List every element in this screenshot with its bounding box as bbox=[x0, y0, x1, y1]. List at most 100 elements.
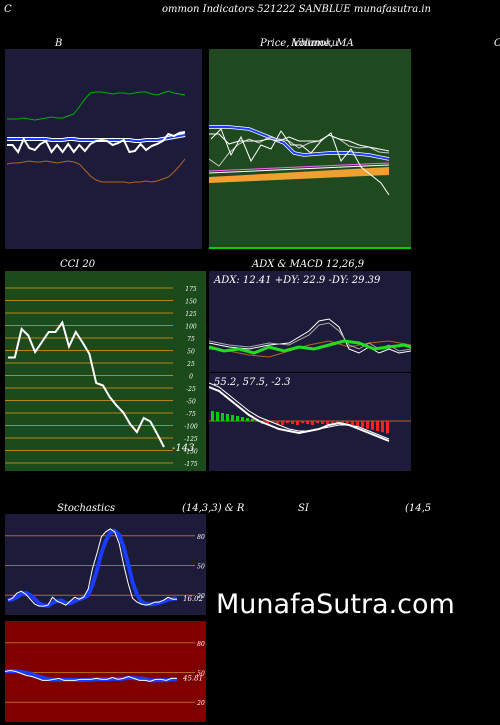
macd-histogram-bar bbox=[246, 418, 249, 421]
stoch-last-value: 16.02 bbox=[183, 595, 204, 603]
adx-chart: ADX: 12.41 +DY: 22.9 -DY: 29.39 bbox=[209, 275, 411, 358]
macd-histogram-bar bbox=[281, 421, 284, 425]
cci-tick-label: 125 bbox=[185, 311, 197, 318]
macd-histogram-bar bbox=[356, 421, 359, 427]
price-panel bbox=[209, 49, 411, 249]
ichimoku-cloud bbox=[209, 167, 389, 183]
stochastics-panel: 80 50 20 16.02 bbox=[5, 514, 206, 615]
macd-signal-outer bbox=[209, 382, 390, 440]
macd-histogram-bar bbox=[296, 421, 299, 425]
cci-tick-label: -125 bbox=[184, 436, 198, 443]
bb-title: B bbox=[55, 38, 63, 49]
macd-histogram-bar bbox=[331, 421, 334, 423]
macd-histogram-bar bbox=[251, 419, 254, 421]
stoch-params: (14,3,3) & R bbox=[182, 503, 245, 514]
macd-histogram-bar bbox=[361, 421, 364, 428]
cci-title: CCI 20 bbox=[60, 259, 96, 270]
cci-tick-label: 100 bbox=[185, 324, 197, 331]
price-chart bbox=[209, 125, 411, 249]
cci-panel: 175 150 125 100 75 50 25 0 -25 -50 -75 -100 -125 -150… bbox=[5, 271, 206, 471]
cci-tick-label: 50 bbox=[187, 349, 195, 356]
price-title: Price, Volume, MA bbox=[260, 38, 354, 49]
macd-histogram-bar bbox=[351, 421, 354, 425]
osc-tick-label: 80 bbox=[197, 534, 205, 541]
macd-histogram-bar bbox=[291, 421, 294, 424]
cci-chart: 175 150 125 100 75 50 25 0 -25 -50 -75 -100 -125 -150… bbox=[5, 286, 198, 468]
rsi-params: (14,5 bbox=[405, 503, 432, 514]
bollinger-panel bbox=[5, 49, 202, 249]
macd-histogram-bar bbox=[376, 421, 379, 431]
ichimoku-conversion bbox=[209, 134, 390, 167]
price-line bbox=[210, 128, 390, 196]
watermark: MunafaSutra.com bbox=[216, 589, 455, 620]
macd-histogram-bar bbox=[216, 412, 219, 421]
stoch-k-line bbox=[7, 528, 177, 607]
osc-tick-label: 50 bbox=[197, 564, 205, 571]
adx-label: ADX: 12.41 +DY: 22.9 -DY: 29.39 bbox=[213, 275, 381, 286]
cci-tick-label: 75 bbox=[187, 336, 195, 343]
cci-line bbox=[8, 320, 165, 448]
macd-histogram-bar bbox=[241, 417, 244, 421]
macd-histogram-bar bbox=[286, 421, 289, 423]
williams-last-value: 45.81 bbox=[182, 674, 203, 682]
bb-upper-band-line bbox=[7, 90, 186, 121]
macd-histogram-bar bbox=[386, 421, 389, 434]
macd-histogram-bar bbox=[326, 421, 329, 425]
osc-tick-label: 20 bbox=[196, 593, 205, 600]
williams-chart: 80 50 20 45.81 bbox=[5, 641, 205, 707]
ichimoku-base-line bbox=[209, 164, 390, 174]
bollinger-chart bbox=[6, 90, 186, 184]
macd-label: 55.2, 57.5, -2.3 bbox=[214, 377, 291, 388]
williams-panel: 80 50 20 45.81 bbox=[5, 621, 206, 722]
macd-chart: 55.2, 57.5, -2.3 bbox=[209, 377, 411, 442]
cci-last-value: -143 bbox=[172, 443, 194, 454]
macd-histogram-bar bbox=[221, 413, 224, 421]
cci-tick-label: 175 bbox=[185, 286, 197, 293]
macd-histogram-bar bbox=[301, 421, 304, 423]
adx-panel: ADX: 12.41 +DY: 22.9 -DY: 29.39 bbox=[209, 271, 411, 372]
stoch-title: Stochastics bbox=[57, 503, 115, 514]
macd-panel: 55.2, 57.5, -2.3 bbox=[209, 373, 411, 471]
macd-histogram-bar bbox=[346, 421, 349, 423]
plus-di-line bbox=[209, 339, 411, 355]
macd-histogram-bar bbox=[211, 411, 214, 421]
stochastics-chart: 80 50 20 16.02 bbox=[5, 528, 205, 608]
adx-title: ADX & MACD 12,26,9 bbox=[252, 259, 365, 270]
macd-histogram-bar bbox=[236, 416, 239, 421]
cci-tick-label: -50 bbox=[186, 399, 196, 406]
macd-histogram-bar bbox=[276, 421, 279, 424]
bb-close-line bbox=[7, 131, 186, 154]
osc-tick-label: 50 bbox=[197, 671, 205, 678]
cci-tick-label: -100 bbox=[184, 424, 198, 431]
adx-line bbox=[209, 340, 411, 358]
cci-tick-label: 25 bbox=[186, 361, 195, 368]
macd-histogram-bar bbox=[321, 421, 324, 424]
header-title: ommon Indicators 521222 SANBLUE munafasu… bbox=[162, 4, 431, 15]
cci-tick-label: -75 bbox=[186, 411, 196, 418]
macd-histogram-bar bbox=[371, 421, 374, 430]
header-right-char: C bbox=[494, 38, 500, 49]
macd-histogram-bar bbox=[226, 414, 229, 421]
macd-histogram-bar bbox=[316, 421, 319, 423]
cci-tick-label: 150 bbox=[185, 299, 197, 306]
macd-histogram-bar bbox=[381, 421, 384, 433]
rsi-title: SI bbox=[298, 503, 309, 514]
header-left-char: C bbox=[4, 4, 12, 15]
ma-long bbox=[209, 126, 390, 160]
cci-tick-label: -25 bbox=[186, 386, 196, 393]
osc-tick-label: 20 bbox=[196, 700, 205, 707]
cci-tick-label: 0 bbox=[189, 374, 193, 381]
bb-lower-band-line bbox=[6, 158, 186, 184]
macd-histogram-bar bbox=[266, 421, 269, 425]
macd-histogram-bar bbox=[306, 421, 309, 424]
macd-histogram-bar bbox=[311, 421, 314, 425]
minus-di-line bbox=[209, 318, 411, 354]
macd-histogram-bar bbox=[366, 421, 369, 429]
macd-histogram-bar bbox=[231, 415, 234, 421]
cci-tick-label: -150 bbox=[184, 449, 198, 456]
macd-line bbox=[209, 386, 390, 442]
price-overlay-title: Ichimoku bbox=[291, 38, 339, 49]
osc-tick-label: 80 bbox=[197, 641, 205, 648]
cci-tick-label: -175 bbox=[184, 461, 198, 468]
williams-line bbox=[5, 669, 177, 682]
